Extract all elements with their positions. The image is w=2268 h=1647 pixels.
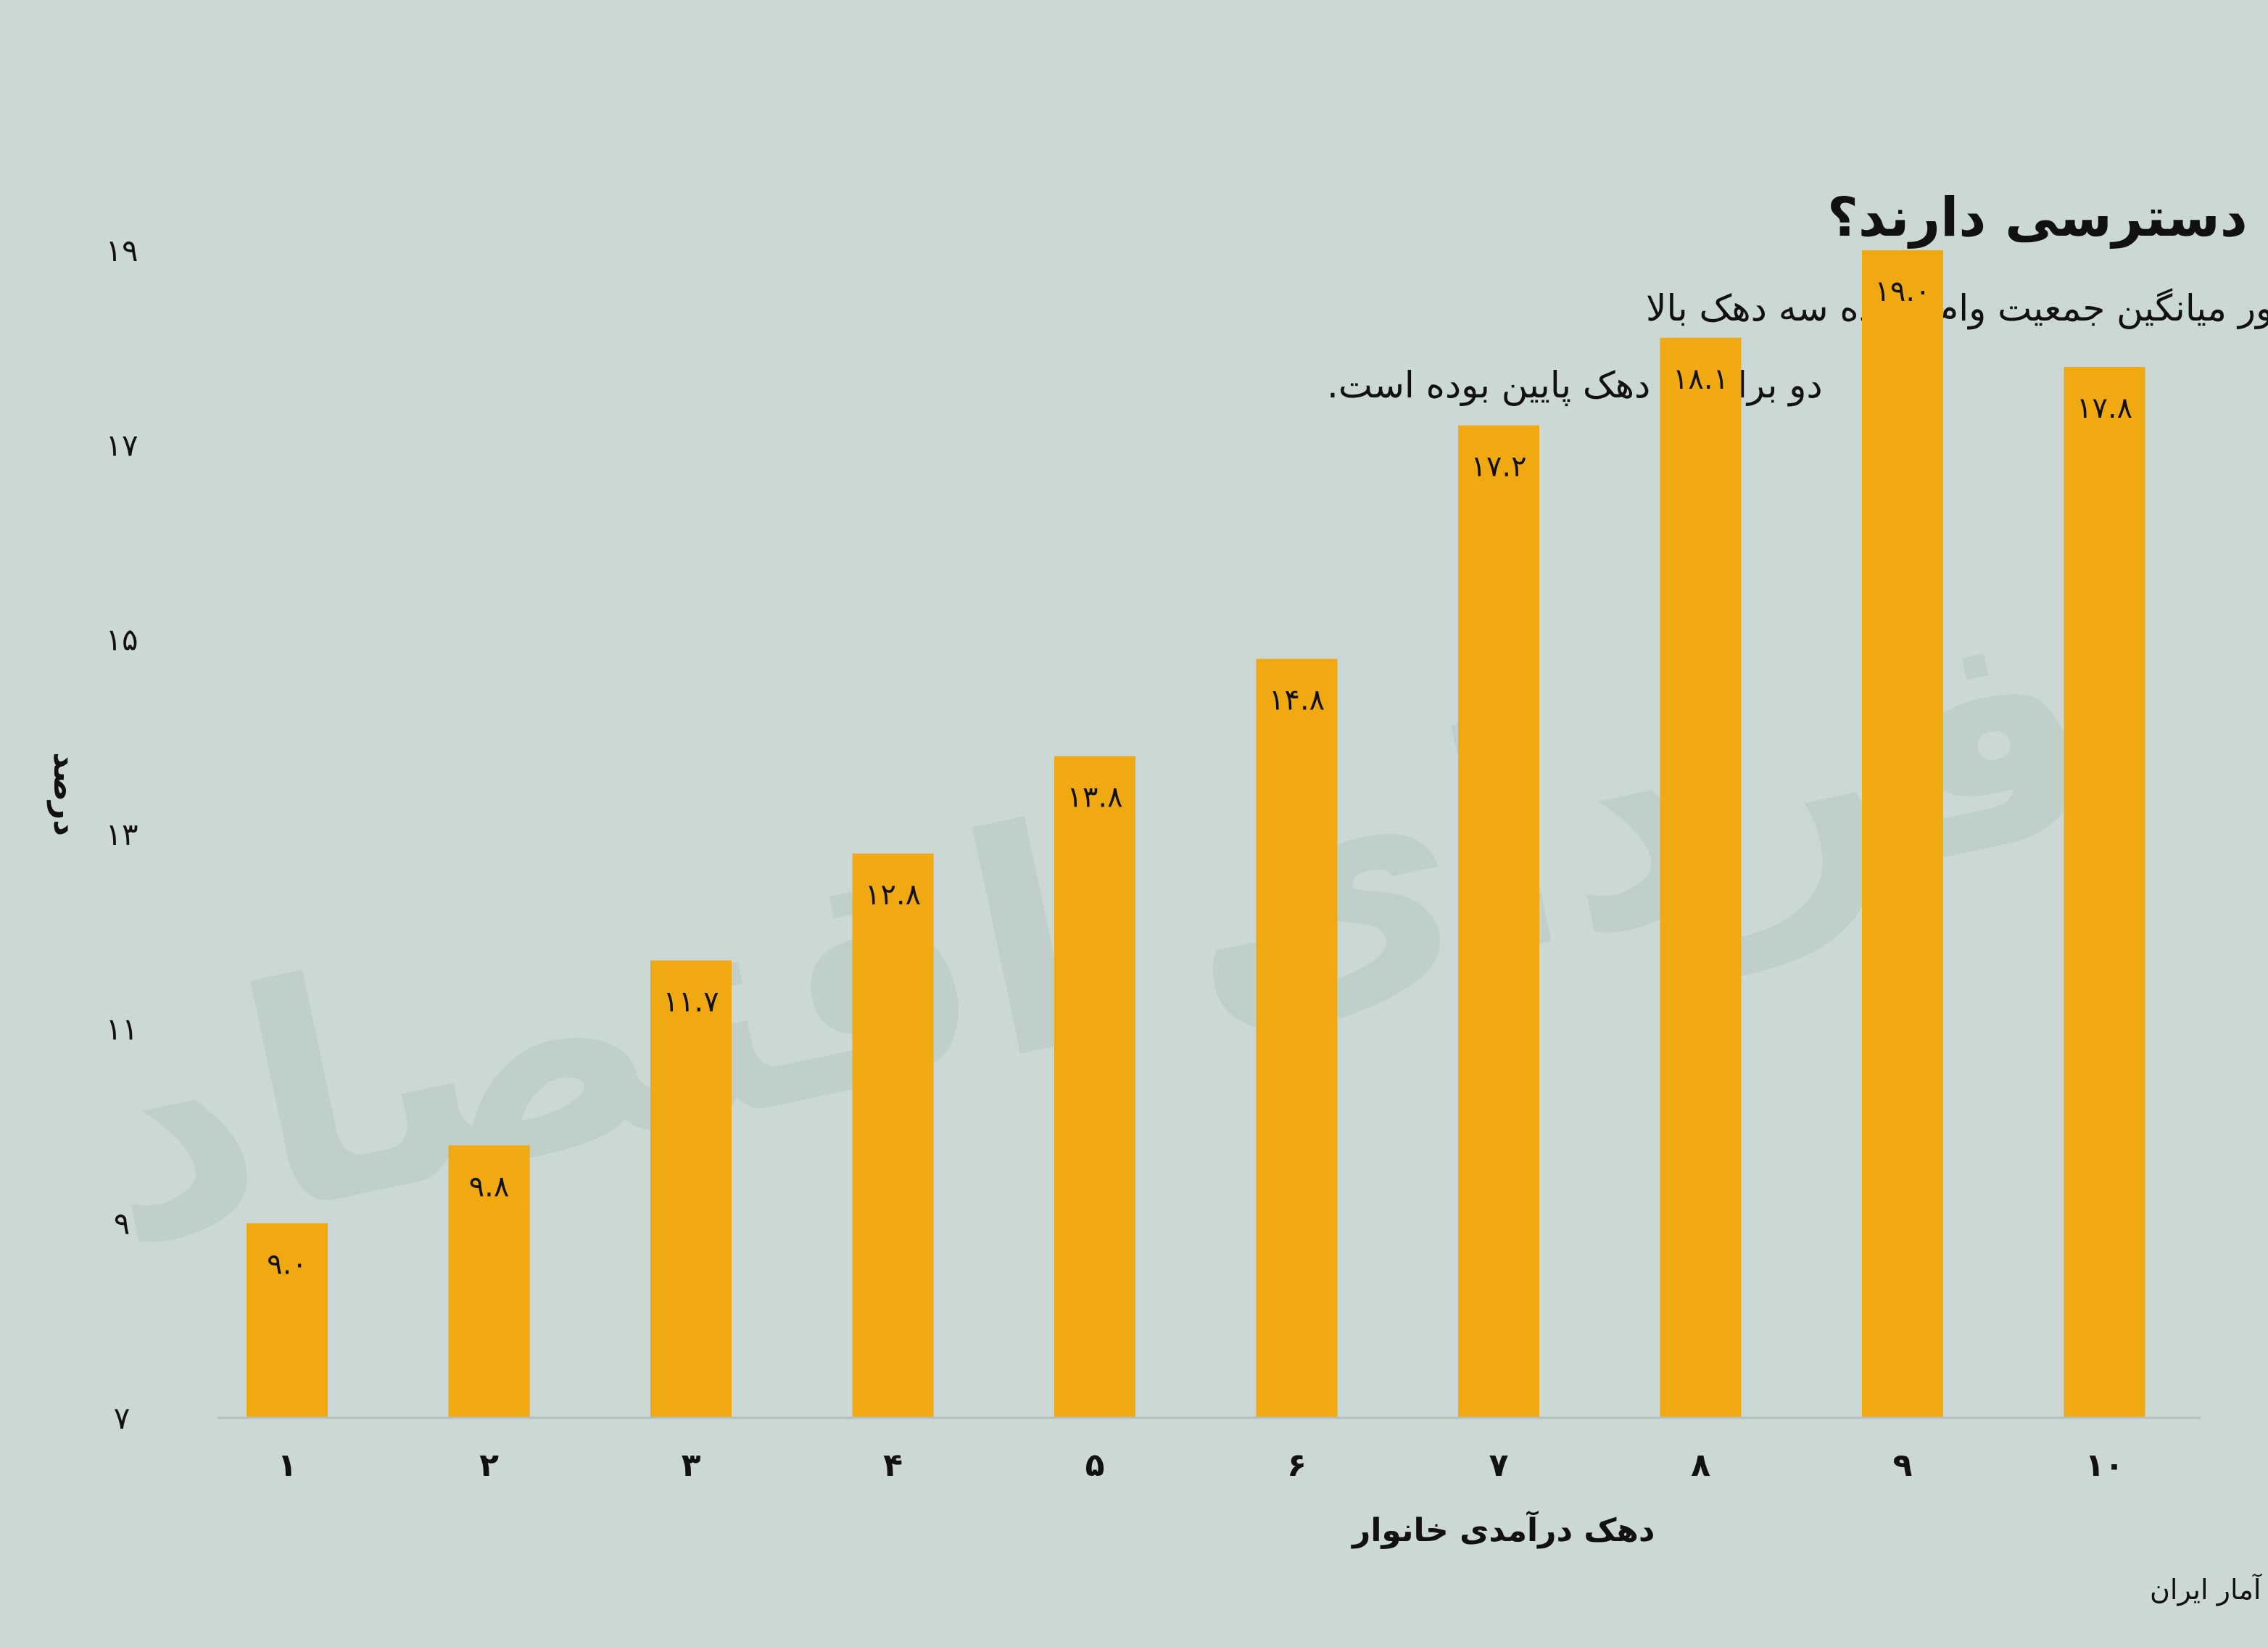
y-tick-label: ۹: [114, 1206, 131, 1242]
bar-value-label: ۱۸.۱: [1673, 363, 1729, 396]
bar-value-label: ۱۷.۲: [1470, 450, 1526, 484]
bar-value-label: ۱۹.۰: [1874, 275, 1930, 308]
bar: [1862, 250, 1943, 1418]
bar: [852, 853, 934, 1418]
bar-value-label: ۹.۸: [469, 1170, 510, 1203]
bar: [448, 1145, 530, 1418]
y-tick-label: ۱۳: [105, 817, 138, 852]
bar-value-label: ۱۱.۷: [663, 985, 719, 1018]
chart-subtitle-line-2: دو برابر دو دهک پایین بوده است.: [1327, 364, 1823, 407]
y-tick-label: ۱۵: [105, 622, 138, 658]
x-tick-label: ۵: [1085, 1447, 1105, 1484]
x-axis-title: دهک درآمدی خانوار: [1351, 1510, 1655, 1549]
bar-value-label: ۱۴.۸: [1269, 684, 1325, 717]
bar-value-label: ۱۲.۸: [865, 878, 921, 912]
y-tick-label: ۱۹: [105, 233, 138, 268]
chart-title: چند درصد از سرپرستان خانوار هر دهک به وا…: [1827, 186, 2268, 249]
y-tick-label: ۱۱: [105, 1011, 138, 1047]
x-tick-label: ۶: [1287, 1447, 1307, 1484]
y-tick-label: ۱۷: [105, 427, 138, 463]
y-tick-label: ۷: [114, 1400, 131, 1436]
x-tick-label: ۱: [278, 1447, 297, 1484]
x-tick-label: ۳: [682, 1447, 701, 1484]
x-tick-label: ۷: [1489, 1447, 1509, 1484]
bar: [1256, 659, 1338, 1418]
x-tick-label: ۲: [479, 1447, 499, 1484]
x-tick-label: ۴: [883, 1447, 903, 1484]
y-axis-ticks: ۷ ۹ ۱۱ ۱۳ ۱۵ ۱۷ ۱۹: [105, 233, 138, 1436]
bar: [650, 960, 732, 1418]
bar: [247, 1223, 328, 1418]
x-tick-label: ۹: [1893, 1447, 1913, 1484]
bar-value-label: ۹.۰: [267, 1248, 307, 1281]
x-tick-label: ۱۰: [2085, 1447, 2124, 1484]
x-axis-ticks: ۱ ۲ ۳ ۴ ۵ ۶ ۷ ۸ ۹ ۱۰: [278, 1447, 2124, 1484]
bar: [2064, 367, 2145, 1418]
bar-value-label: ۱۷.۸: [2077, 392, 2132, 425]
bar: [1054, 756, 1135, 1418]
x-tick-label: ۸: [1691, 1447, 1710, 1484]
bar: [1660, 337, 1742, 1418]
source-note: منبع: محاسبات فردای اقتصاد از داده‌های خ…: [2150, 1573, 2268, 1606]
bar-value-label: ۱۳.۸: [1067, 781, 1122, 814]
chart-subtitle-line-1: در هفده سال گذشته به طور میانگین جمعیت و…: [1646, 287, 2268, 330]
y-axis-title: درصد: [46, 752, 83, 836]
bars: [247, 250, 2145, 1418]
data-labels: ۹.۰ ۹.۸ ۱۱.۷ ۱۲.۸ ۱۳.۸ ۱۴.۸ ۱۷.۲ ۱۸.۱ ۱۹.۰ ۱۷.۸: [267, 275, 2132, 1281]
bar: [1458, 425, 1539, 1418]
